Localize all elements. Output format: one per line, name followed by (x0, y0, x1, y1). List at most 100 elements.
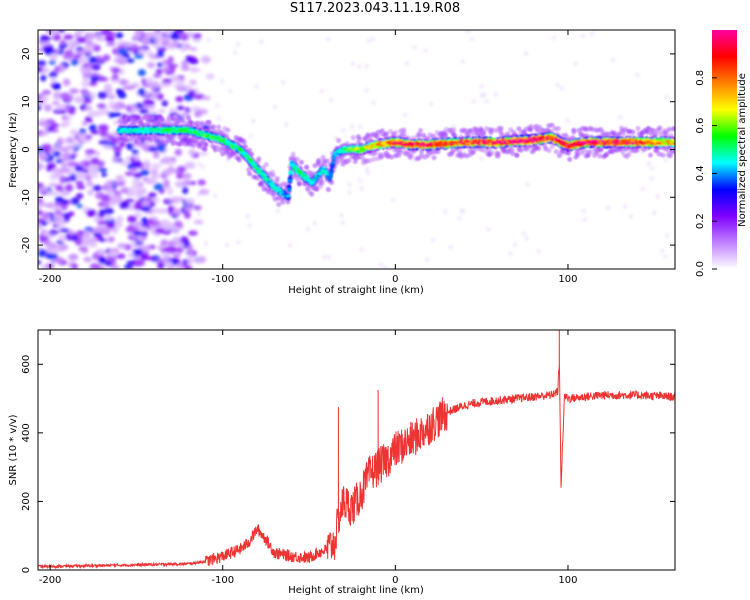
heatmap-cell (152, 43, 162, 48)
heatmap-cell (314, 186, 320, 192)
heatmap-cell (313, 176, 319, 180)
heatmap-cell (38, 46, 43, 52)
heatmap-cell (182, 120, 188, 126)
heatmap-cell (55, 256, 64, 264)
heatmap-cell (435, 149, 441, 155)
heatmap-cell (159, 136, 165, 142)
heatmap-cell (142, 99, 154, 107)
heatmap-cell (215, 104, 219, 108)
heatmap-cell (189, 79, 197, 86)
colorbar-label: Normalized spectral amplitude (737, 73, 748, 227)
heatmap-cell (611, 58, 615, 62)
snr-y-tick-label: 600 (21, 355, 32, 374)
heatmap-cell (327, 176, 333, 180)
heatmap-cell (105, 187, 115, 196)
heatmap-cell (621, 131, 627, 137)
heatmap-cell (350, 134, 356, 140)
heatmap-cell (43, 239, 52, 247)
heatmap-cell (270, 173, 276, 179)
heatmap-cell (672, 142, 675, 145)
heatmap-cell (316, 160, 322, 166)
heatmap-cell (93, 217, 104, 222)
heatmap-cell (365, 167, 369, 171)
heatmap-cell (225, 243, 229, 247)
heatmap-cell (84, 149, 96, 155)
heatmap-cell (127, 188, 136, 196)
heatmap-cell (341, 129, 345, 133)
heatmap-cell (259, 40, 263, 44)
heatmap-cell (90, 157, 100, 166)
heatmap-cell (565, 119, 569, 123)
heatmap-cell (530, 140, 535, 143)
heatmap-cell (138, 109, 150, 114)
heatmap-cell (41, 211, 51, 220)
heatmap-cell (139, 32, 147, 38)
spectrogram-x-ticks: -200 -100 0 100 (39, 30, 578, 285)
heatmap-cell (198, 68, 202, 72)
heatmap-cell (111, 78, 120, 83)
heatmap-cell (161, 156, 171, 165)
heatmap-cell (190, 46, 198, 52)
heatmap-cell (241, 152, 247, 155)
heatmap-cell (87, 81, 98, 87)
heatmap-cell (470, 130, 476, 136)
heatmap-cell (136, 161, 144, 169)
spectrogram-y-tick-label: -10 (21, 189, 32, 205)
heatmap-cell (353, 139, 357, 143)
heatmap-cell (165, 245, 177, 254)
heatmap-cell (177, 83, 186, 91)
heatmap-cell (508, 252, 512, 256)
heatmap-cell (134, 211, 142, 219)
heatmap-cell (145, 178, 154, 185)
heatmap-cell (102, 54, 111, 62)
heatmap-cell (70, 197, 80, 205)
heatmap-cell (365, 64, 369, 68)
heatmap-cell (44, 203, 54, 208)
heatmap-cell (403, 113, 407, 117)
heatmap-cell (54, 170, 63, 178)
heatmap-cell (418, 128, 424, 134)
heatmap-cell (47, 164, 55, 169)
heatmap-cell (62, 121, 72, 126)
heatmap-cell (606, 206, 610, 210)
heatmap-cell (421, 133, 427, 139)
heatmap-cell (320, 154, 326, 160)
heatmap-cell (228, 89, 232, 93)
heatmap-cell (294, 156, 300, 162)
heatmap-cell (117, 88, 125, 94)
heatmap-cell (340, 213, 344, 217)
heatmap-cell (276, 202, 282, 208)
heatmap-cell (359, 248, 363, 252)
heatmap-cell (71, 263, 78, 269)
heatmap-cell (597, 153, 603, 159)
heatmap-cell (38, 249, 47, 258)
spectrogram-x-label: Height of straight line (km) (288, 285, 424, 296)
heatmap-cell (81, 121, 88, 126)
heatmap-cell (100, 172, 108, 177)
heatmap-cell (236, 42, 240, 46)
heatmap-cell (58, 168, 70, 173)
heatmap-cell (317, 172, 323, 175)
heatmap-cell (327, 255, 331, 259)
heatmap-cell (146, 50, 154, 57)
heatmap-cell (549, 122, 555, 128)
heatmap-cell (169, 31, 178, 39)
heatmap-cell (75, 30, 87, 34)
heatmap-cell (518, 147, 524, 153)
heatmap-cell (546, 147, 552, 153)
heatmap-cell (356, 136, 362, 142)
heatmap-cell (236, 157, 242, 163)
heatmap-cell (64, 145, 73, 150)
heatmap-cell (647, 152, 653, 158)
heatmap-cell (667, 153, 673, 159)
heatmap-cell (38, 223, 43, 230)
heatmap-cell (89, 236, 96, 243)
heatmap-cell (125, 85, 136, 90)
heatmap-cell (184, 265, 193, 269)
heatmap-cell (161, 66, 171, 72)
heatmap-cell (296, 181, 302, 187)
heatmap-cell (582, 209, 586, 213)
heatmap-cell (393, 130, 399, 136)
heatmap-cell (379, 263, 383, 267)
heatmap-cell (67, 108, 76, 116)
